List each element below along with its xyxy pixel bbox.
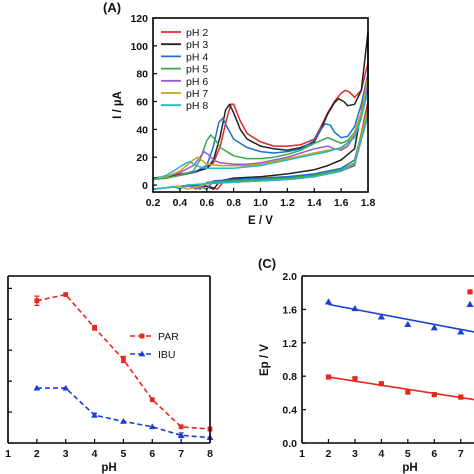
legend-label-par: PAR (158, 331, 179, 343)
panel-c-label: (C) (258, 256, 276, 271)
y-tick-label: 80 (136, 69, 148, 81)
y-tick-label: 60 (136, 97, 148, 109)
x-tick-label: 0.4 (173, 197, 188, 209)
x-axis-title: pH (101, 462, 116, 474)
x-axis-title: E / V (248, 215, 273, 227)
x-tick-label: 1.6 (334, 197, 349, 209)
legend-label-3: pH 5 (186, 64, 208, 76)
x-tick-label: 5 (121, 448, 127, 460)
x-tick-label: 3 (63, 448, 69, 460)
x-tick-label: 2 (34, 448, 40, 460)
legend-marker-0 (467, 289, 473, 295)
y-tick-label: 1.6 (282, 304, 297, 316)
data-point-ibu (148, 423, 156, 430)
x-tick-label: 4 (378, 448, 384, 460)
data-point-ibu (91, 411, 98, 418)
data-point-series-0 (324, 298, 333, 305)
legend-marker (139, 333, 145, 339)
y-tick-label: 2.0 (282, 271, 297, 283)
y-tick-label: 0.8 (282, 371, 297, 383)
data-point-series-1 (352, 376, 358, 382)
data-point-series-1 (458, 394, 464, 400)
legend-label-5: pH 7 (186, 88, 208, 100)
data-point-ibu (177, 431, 185, 438)
x-tick-label: 0.6 (199, 197, 214, 209)
data-point-series-0 (430, 324, 438, 331)
y-tick-label: 0 (142, 180, 148, 192)
y-tick-label: 120 (130, 13, 148, 25)
cv-curve-6 (152, 89, 369, 190)
y-tick-label: 1.2 (282, 338, 297, 350)
data-point-par (149, 397, 155, 403)
x-axis-title: pH (402, 462, 417, 474)
x-tick-label: 1 (299, 448, 305, 460)
x-tick-label: 7 (458, 448, 464, 460)
x-tick-label: 1.8 (361, 197, 376, 209)
x-tick-label: 5 (405, 448, 411, 460)
legend-marker-1 (466, 300, 474, 307)
fit-line-0 (328, 303, 474, 333)
legend-label-0: pH 2 (186, 27, 208, 39)
fit-line-1 (328, 376, 474, 401)
panel-c-ep-vs-ph-chart: (C) 1 2 3 4 5 6 7 0.0 0.4 0.8 1.2 1.6 2.0 pH Ep / V (258, 256, 474, 474)
y-tick-label: 0.0 (282, 438, 297, 450)
y-axis-title: I / µA (112, 91, 124, 119)
x-tick-label: 1.0 (253, 197, 268, 209)
legend-label-ibu: IBU (158, 349, 176, 361)
x-tick-label: 8 (207, 448, 213, 460)
x-tick-label: 1 (5, 448, 11, 460)
y-tick-label: 0.4 (282, 405, 297, 417)
y-tick-label: 40 (136, 124, 148, 136)
data-point-series-0 (351, 304, 359, 312)
panel-a-cv-chart: (A) 0.2 0.4 0.6 0.8 1.0 1.2 1.4 1.6 1.8 0 20 40 60 80 1… (103, 0, 375, 227)
x-tick-label: 1.2 (280, 197, 295, 209)
data-point-series-1 (325, 374, 332, 380)
data-point-par (92, 325, 97, 331)
x-tick-label: 6 (149, 448, 155, 460)
x-tick-label: 4 (92, 448, 98, 460)
x-tick-label: 1.4 (307, 197, 322, 209)
data-point-series-1 (405, 389, 411, 395)
data-point-series-0 (457, 328, 465, 335)
x-tick-label: 3 (352, 448, 358, 460)
data-point-series-0 (377, 313, 385, 320)
legend-marker (138, 350, 146, 357)
x-tick-label: 6 (431, 448, 437, 460)
y-tick-label: 20 (136, 152, 148, 164)
x-tick-label: 0.2 (146, 197, 161, 209)
legend-label-4: pH 6 (186, 76, 208, 88)
y-tick-label: 100 (130, 41, 148, 53)
data-point-ibu (120, 417, 127, 424)
legend-label-6: pH 8 (186, 100, 208, 112)
data-point-par (63, 292, 69, 297)
cv-curve-3 (152, 79, 369, 190)
series-line-ibu (36, 387, 211, 439)
data-point-series-1 (378, 381, 384, 387)
legend-label-1: pH 3 (186, 39, 208, 51)
data-point-par (34, 298, 40, 304)
panel-a-label: (A) (103, 0, 121, 15)
y-axis-title: Ep / V (259, 344, 271, 376)
panel-b-current-vs-ph-chart: 1 2 3 4 5 6 7 8 pH PAR IBU (5, 275, 214, 474)
legend-label-2: pH 4 (186, 51, 208, 63)
x-tick-label: 0.8 (226, 197, 241, 209)
data-point-par (121, 357, 126, 362)
data-point-series-1 (431, 391, 437, 398)
x-tick-label: 7 (178, 448, 184, 460)
cv-curve-2 (152, 72, 369, 190)
x-tick-label: 2 (326, 448, 332, 460)
data-point-series-0 (404, 320, 412, 328)
data-point-ibu (33, 384, 41, 391)
data-point-ibu (62, 384, 70, 391)
data-point-par (178, 424, 184, 430)
